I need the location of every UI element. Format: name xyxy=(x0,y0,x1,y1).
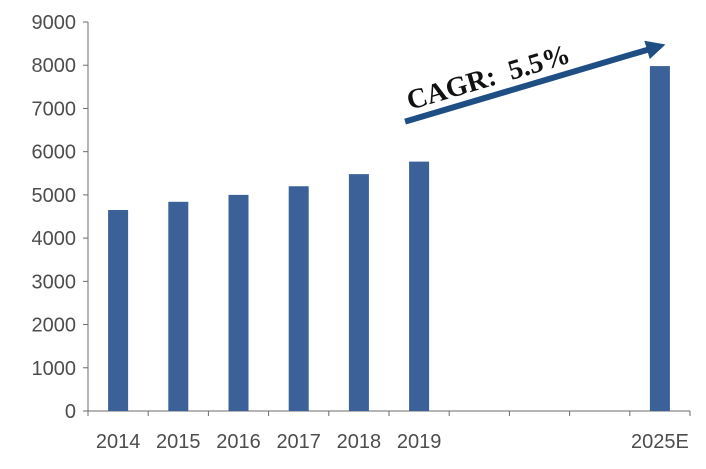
cagr-arrow xyxy=(404,40,666,125)
cagr-annotation: CAGR: 5.5% xyxy=(403,39,666,125)
x-tick-label: 2025E xyxy=(631,431,689,453)
bars xyxy=(108,66,670,411)
x-tick-label: 2016 xyxy=(216,431,261,453)
y-tick-label: 0 xyxy=(65,401,76,423)
y-tick-label: 3000 xyxy=(32,271,77,293)
bar-2025E xyxy=(649,66,670,411)
y-tick-label: 6000 xyxy=(32,142,77,164)
x-tick-label: 2015 xyxy=(156,431,201,453)
x-tick-label: 2019 xyxy=(397,431,442,453)
y-tick-label: 1000 xyxy=(32,358,77,380)
x-tick-label: 2018 xyxy=(337,431,382,453)
x-axis: 2014 2015 2016 2017 2018 2019 2025E xyxy=(87,410,691,453)
x-tick-label: 2014 xyxy=(96,431,141,453)
x-tick-label: 2017 xyxy=(276,431,321,453)
y-tick-label: 7000 xyxy=(32,98,77,120)
bar-2015 xyxy=(168,201,189,411)
bar-2016 xyxy=(228,194,249,411)
y-tick-label: 5000 xyxy=(32,185,77,207)
y-tick-label: 2000 xyxy=(32,315,77,337)
bar-2018 xyxy=(348,174,369,411)
bar-2019 xyxy=(409,161,430,411)
bar-2017 xyxy=(288,186,309,411)
y-tick-label: 9000 xyxy=(32,12,77,34)
y-axis: 0 1000 2000 3000 4000 5000 6000 7000 8000 9000 xyxy=(32,12,89,423)
y-tick-label: 4000 xyxy=(32,228,77,250)
bar-2014 xyxy=(108,210,129,411)
y-tick-label: 8000 xyxy=(32,55,77,77)
